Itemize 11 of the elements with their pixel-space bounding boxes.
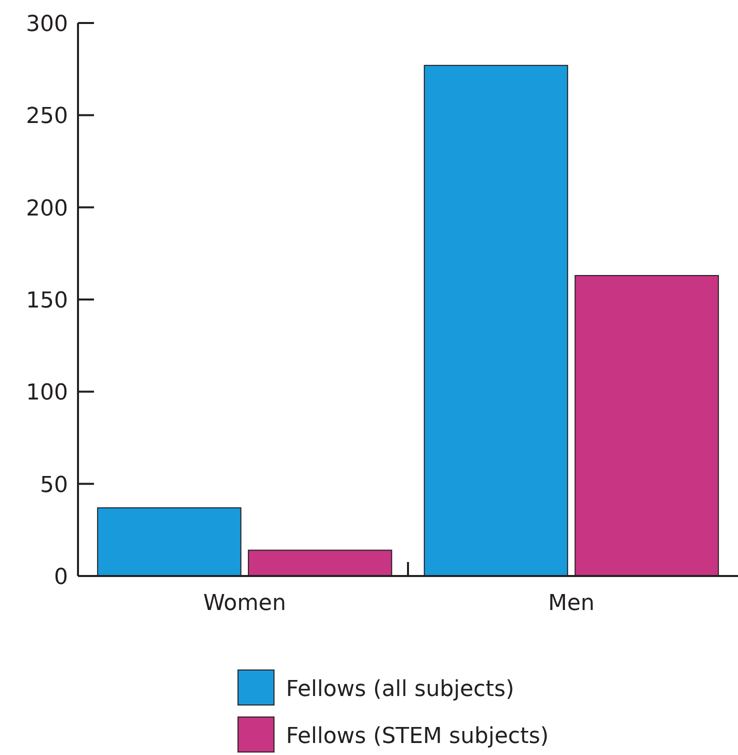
y-tick-label: 50: [40, 472, 68, 498]
y-tick-label: 0: [54, 564, 68, 590]
y-tick-label: 300: [26, 12, 68, 37]
y-tick-label: 100: [26, 380, 68, 406]
x-tick-label: Women: [203, 591, 286, 616]
y-tick-label: 250: [26, 104, 68, 130]
y-tick-label: 150: [26, 288, 68, 314]
y-tick-label: 200: [26, 196, 68, 222]
x-tick-label: Men: [548, 591, 595, 616]
legend-label: Fellows (STEM subjects): [286, 724, 549, 749]
legend-label: Fellows (all subjects): [286, 677, 514, 702]
